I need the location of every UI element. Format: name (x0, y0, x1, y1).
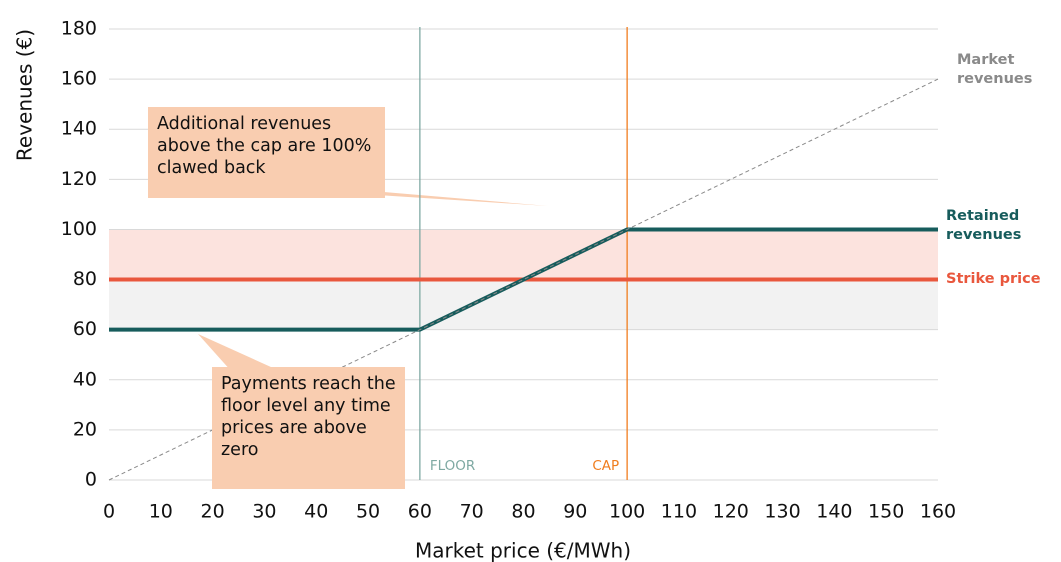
x-tick-label: 120 (713, 501, 749, 523)
y-tick-label: 80 (73, 268, 97, 290)
x-tick-label: 40 (304, 501, 328, 523)
x-axis-title: Market price (€/MWh) (415, 539, 631, 562)
callout: Payments reach the floor level any time … (212, 367, 405, 489)
y-tick-label: 60 (73, 318, 97, 340)
x-tick-label: 110 (661, 501, 697, 523)
x-tick-label: 0 (103, 501, 115, 523)
series-line (109, 227, 938, 332)
y-tick-label: 180 (61, 18, 97, 40)
series-label: Retained revenues (946, 208, 1022, 244)
x-tick-label: 80 (511, 501, 535, 523)
x-tick-label: 150 (868, 501, 904, 523)
reference-label: CAP (592, 458, 619, 474)
band (109, 229, 938, 280)
x-tick-label: 160 (920, 501, 956, 523)
x-tick-label: 50 (356, 501, 380, 523)
x-tick-label: 100 (609, 501, 645, 523)
y-tick-label: 120 (61, 168, 97, 190)
x-tick-label: 130 (764, 501, 800, 523)
x-tick-label: 20 (201, 501, 225, 523)
y-tick-label: 40 (73, 368, 97, 390)
x-tick-label: 30 (252, 501, 276, 523)
x-tick-label: 60 (408, 501, 432, 523)
reference-label: FLOOR (430, 458, 475, 474)
y-tick-label: 100 (61, 218, 97, 240)
x-tick-label: 140 (816, 501, 852, 523)
y-tick-label: 160 (61, 68, 97, 90)
x-tick-label: 10 (149, 501, 173, 523)
callout: Additional revenues above the cap are 10… (148, 107, 385, 198)
x-tick-label: 90 (563, 501, 587, 523)
callout-pointer (198, 334, 282, 372)
y-tick-label: 20 (73, 418, 97, 440)
y-axis-title: Revenues (€) (13, 29, 37, 161)
series-label: Market revenues (957, 52, 1033, 88)
x-tick-label: 70 (460, 501, 484, 523)
band (109, 279, 938, 330)
series-label: Strike price (946, 270, 1041, 287)
y-tick-label: 0 (85, 469, 97, 491)
y-tick-label: 140 (61, 118, 97, 140)
